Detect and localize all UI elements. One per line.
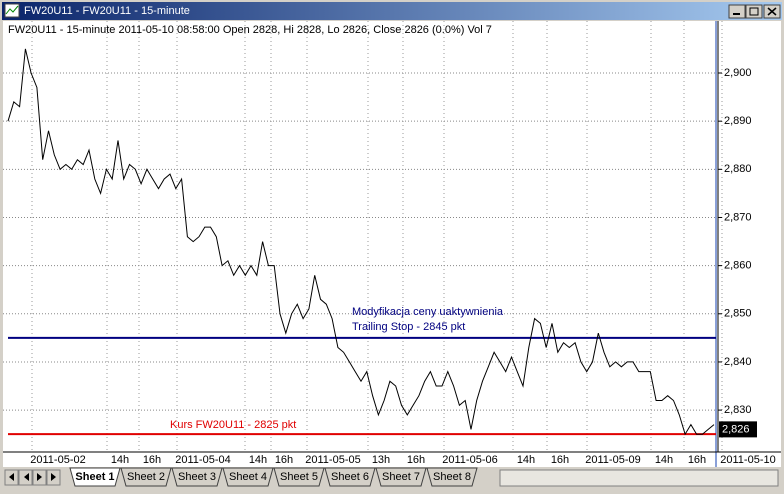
- x-tick-label: 2011-05-06: [442, 454, 497, 466]
- title-bar: [2, 2, 782, 20]
- sheet-tab[interactable]: Sheet 2: [120, 467, 172, 487]
- x-tick-label: 2011-05-02: [30, 454, 85, 466]
- x-tick-label: 14h: [517, 454, 535, 466]
- level-annotation: Kurs FW20U11 - 2825 pkt: [170, 419, 296, 431]
- x-tick-label: 16h: [551, 454, 569, 466]
- last-price-label: 2,826: [722, 423, 750, 435]
- horizontal-scrollbar[interactable]: [499, 469, 779, 487]
- maximize-button[interactable]: [745, 4, 763, 19]
- x-tick-label: 2011-05-05: [305, 454, 360, 466]
- maximize-glyph: [749, 7, 759, 16]
- y-tick-label: 2,830: [724, 404, 752, 416]
- window-buttons: [728, 4, 781, 19]
- y-tick-label: 2,840: [724, 356, 752, 368]
- sheet-tab-label[interactable]: Sheet 2: [127, 471, 165, 483]
- level-annotation: Trailing Stop - 2845 pkt: [352, 321, 465, 333]
- sheet-tab[interactable]: Sheet 1: [69, 467, 121, 487]
- sheet-tab-label[interactable]: Sheet 8: [433, 471, 471, 483]
- minimize-button[interactable]: [728, 4, 746, 19]
- chart-area: [3, 21, 781, 467]
- app-icon-glyph: [5, 5, 19, 15]
- sheet-tab-shape: [69, 467, 121, 487]
- x-tick-label: 16h: [143, 454, 161, 466]
- sheet-tab-shape: [273, 467, 325, 487]
- x-tick-label: 16h: [407, 454, 425, 466]
- sheet-tab-label[interactable]: Sheet 6: [331, 471, 369, 483]
- sheet-tab-label[interactable]: Sheet 1: [75, 471, 114, 483]
- sheet-tab-shape: [375, 467, 427, 487]
- sheet-tab-label[interactable]: Sheet 7: [382, 471, 420, 483]
- sheet-tab[interactable]: Sheet 7: [375, 467, 427, 487]
- sheet-tab[interactable]: Sheet 4: [222, 467, 274, 487]
- sheet-tab-label[interactable]: Sheet 5: [280, 471, 318, 483]
- y-tick-label: 2,900: [724, 67, 752, 79]
- sheet-tab[interactable]: Sheet 3: [171, 467, 223, 487]
- sheet-tab-label[interactable]: Sheet 4: [229, 471, 267, 483]
- chart-header: FW20U11 - 15-minute 2011-05-10 08:58:00 …: [8, 24, 492, 36]
- close-glyph: [767, 7, 777, 16]
- level-annotation: Modyfikacja ceny uaktywnienia: [352, 306, 504, 318]
- sheet-tab-shape: [171, 467, 223, 487]
- x-tick-label: 16h: [275, 454, 293, 466]
- x-tick-label: 13h: [372, 454, 390, 466]
- x-tick-label: 2011-05-09: [585, 454, 640, 466]
- last-price-tag: [719, 421, 757, 438]
- y-tick-label: 2,860: [724, 260, 752, 272]
- sheet-tab-shape: [222, 467, 274, 487]
- sheet-tab-label[interactable]: Sheet 3: [178, 471, 216, 483]
- sheet-tab-shape: [426, 467, 478, 487]
- x-tick-label: 14h: [655, 454, 673, 466]
- x-tick-label: 14h: [111, 454, 129, 466]
- y-tick-label: 2,850: [724, 308, 752, 320]
- x-tick-label: 2011-05-10: [720, 454, 775, 466]
- sheet-tab-shape: [324, 467, 376, 487]
- price-line: [7, 48, 715, 436]
- sheet-tab-shape: [120, 467, 172, 487]
- y-tick-label: 2,870: [724, 211, 752, 223]
- x-tick-label: 2011-05-04: [175, 454, 230, 466]
- tab-nav: [4, 469, 61, 486]
- nav-glyphs: [9, 473, 56, 481]
- sheet-tab[interactable]: Sheet 6: [324, 467, 376, 487]
- window-title: FW20U11 - FW20U11 - 15-minute: [24, 5, 190, 17]
- sheet-tab[interactable]: Sheet 8: [426, 467, 478, 487]
- x-tick-label: 14h: [249, 454, 267, 466]
- y-tick-label: 2,890: [724, 115, 752, 127]
- y-tick-label: 2,880: [724, 163, 752, 175]
- x-tick-label: 16h: [688, 454, 706, 466]
- plot: [3, 21, 723, 452]
- sheet-tab[interactable]: Sheet 5: [273, 467, 325, 487]
